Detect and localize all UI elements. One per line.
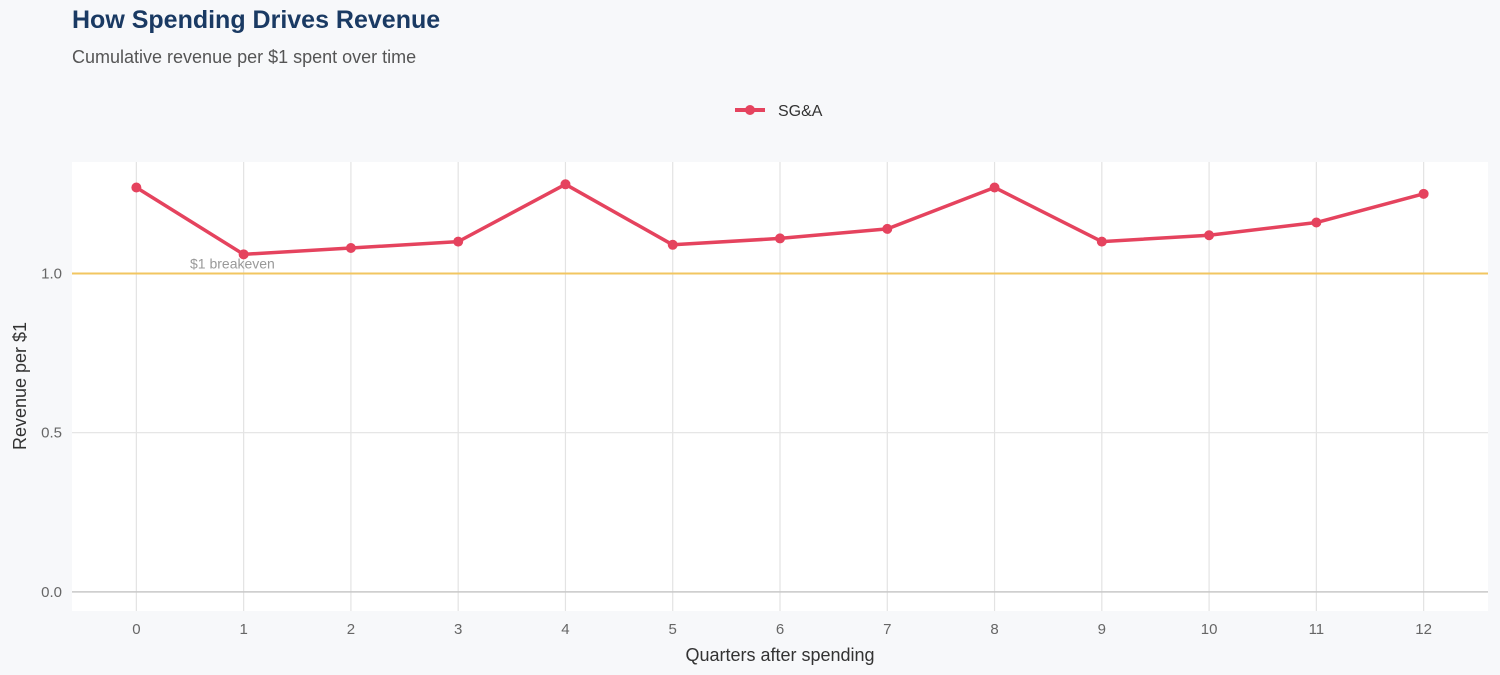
data-point	[989, 182, 1000, 193]
data-point	[1311, 217, 1322, 228]
x-axis-label: Quarters after spending	[685, 645, 874, 665]
data-point	[775, 233, 785, 244]
y-tick-label: 0.5	[41, 425, 62, 442]
data-point	[1204, 230, 1215, 241]
x-tick-label: 3	[454, 621, 462, 638]
data-point	[345, 242, 356, 253]
breakeven-label: $1 breakeven	[190, 255, 275, 271]
data-point	[453, 236, 464, 247]
legend-marker	[745, 105, 755, 115]
x-tick-label: 0	[132, 621, 140, 638]
data-point	[238, 249, 249, 260]
x-tick-label: 11	[1309, 621, 1325, 638]
x-tick-label: 9	[1098, 621, 1106, 638]
y-tick-label: 0.0	[41, 584, 62, 601]
x-tick-label: 6	[776, 621, 784, 638]
x-tick-label: 1	[239, 621, 247, 638]
x-tick-label: 5	[669, 621, 677, 638]
chart-subtitle: Cumulative revenue per $1 spent over tim…	[72, 47, 417, 67]
data-point	[560, 179, 571, 190]
x-tick-label: 7	[883, 621, 891, 638]
y-tick-label: 1.0	[41, 265, 62, 282]
x-tick-label: 12	[1415, 621, 1432, 638]
data-point	[667, 239, 678, 250]
data-point	[131, 182, 142, 193]
x-tick-label: 4	[561, 621, 569, 638]
x-tick-label: 2	[347, 621, 355, 638]
legend-label: SG&A	[778, 103, 823, 120]
y-axis-label: Revenue per $1	[10, 322, 30, 450]
x-tick-label: 8	[990, 621, 998, 638]
data-point	[1418, 188, 1429, 199]
chart-title: How Spending Drives Revenue	[72, 6, 441, 34]
data-point	[882, 223, 893, 234]
data-point	[1096, 236, 1107, 247]
legend: SG&A	[735, 103, 823, 120]
x-tick-label: 10	[1201, 621, 1218, 638]
